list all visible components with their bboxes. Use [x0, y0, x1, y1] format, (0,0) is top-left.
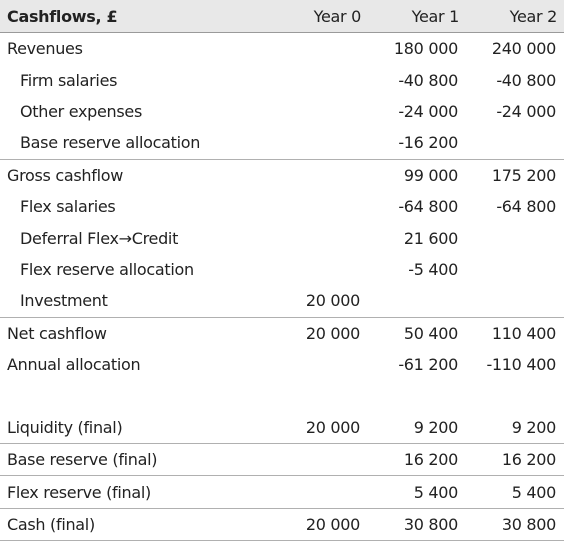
cell-year-2 — [466, 285, 564, 317]
row-label: Liquidity (final) — [7, 417, 123, 437]
row-label: Revenues — [7, 39, 83, 59]
cell-year-0 — [268, 475, 368, 509]
table-row-other-expenses: Other expenses -24 000 -24 000 — [0, 96, 564, 127]
column-header-year-2: Year 2 — [466, 0, 564, 33]
table-row-net-cashflow: Net cashflow 20 000 50 400 110 400 — [0, 316, 564, 349]
cell-year-1: 5 400 — [368, 475, 466, 509]
row-label: Deferral Flex→Credit — [20, 228, 179, 248]
table-row-revenues: Revenues 180 000 240 000 — [0, 33, 564, 65]
cell-year-1: 99 000 — [368, 158, 466, 191]
table-row-flex-reserve-final: Flex reserve (final) 5 400 5 400 — [0, 475, 564, 509]
table-row-base-reserve-final: Base reserve (final) 16 200 16 200 — [0, 443, 564, 476]
row-label: Net cashflow — [0, 316, 268, 349]
cell-year-2: 5 400 — [466, 475, 564, 509]
cell-year-2: 16 200 — [466, 443, 564, 476]
cell-year-0: 20 000 — [268, 316, 368, 349]
cell-year-1: -5 400 — [408, 259, 458, 279]
cell-year-1: -64 800 — [398, 197, 458, 217]
row-label: Other expenses — [20, 101, 143, 121]
row-label: Flex salaries — [20, 197, 116, 217]
row-label: Firm salaries — [20, 70, 118, 90]
table-title: Cashflows, £ — [0, 0, 268, 33]
cell-year-0 — [268, 380, 368, 411]
cell-year-1: 50 400 — [368, 316, 466, 349]
table-row-spacer — [0, 380, 564, 411]
table-row-investment: Investment 20 000 — [0, 285, 564, 317]
cell-year-2 — [466, 380, 564, 411]
table-row-flex-reserve-allocation: Flex reserve allocation -5 400 — [0, 254, 564, 285]
cell-year-2 — [466, 127, 564, 159]
cell-year-1: -40 800 — [398, 70, 458, 90]
cell-year-1: 180 000 — [393, 39, 458, 59]
row-label: Base reserve allocation — [20, 133, 201, 153]
table-row-annual-allocation: Annual allocation -61 200 -110 400 — [0, 349, 564, 380]
table-row-cash-final: Cash (final) 20 000 30 800 30 800 — [0, 507, 564, 541]
cell-year-2: -64 800 — [496, 197, 556, 217]
cell-year-2: 110 400 — [466, 316, 564, 349]
cell-year-2: 30 800 — [466, 507, 564, 541]
cell-year-0: 20 000 — [305, 417, 360, 437]
row-label: Cash (final) — [0, 507, 268, 541]
cell-year-2 — [466, 254, 564, 285]
row-label: Flex reserve allocation — [20, 259, 194, 279]
cell-year-1: 21 600 — [403, 228, 458, 248]
cell-year-0: 20 000 — [268, 507, 368, 541]
cell-year-0 — [268, 443, 368, 476]
cell-year-1 — [368, 380, 466, 411]
cell-year-0 — [268, 158, 368, 191]
cell-year-1: 9 200 — [413, 417, 459, 437]
cell-year-0 — [268, 349, 368, 380]
row-label: Annual allocation — [7, 355, 141, 375]
cell-year-2: 175 200 — [466, 158, 564, 191]
cell-year-0: 20 000 — [305, 291, 360, 311]
table-row-gross-cashflow: Gross cashflow 99 000 175 200 — [0, 158, 564, 191]
cell-year-0 — [268, 254, 368, 285]
row-label — [0, 380, 268, 411]
table-header-row: Cashflows, £ Year 0 Year 1 Year 2 — [0, 0, 564, 33]
column-header-year-0: Year 0 — [268, 0, 368, 33]
cell-year-2: -110 400 — [486, 355, 556, 375]
cell-year-2: -24 000 — [496, 101, 556, 121]
table-row-flex-salaries: Flex salaries -64 800 -64 800 — [0, 191, 564, 222]
cell-year-2: 9 200 — [511, 417, 557, 437]
table-row-base-reserve-allocation: Base reserve allocation -16 200 — [0, 127, 564, 159]
cell-year-0 — [268, 127, 368, 159]
cell-year-2 — [466, 222, 564, 253]
cell-year-0 — [268, 64, 368, 95]
cell-year-0 — [268, 33, 368, 65]
cell-year-1 — [368, 285, 466, 317]
cell-year-1: 30 800 — [368, 507, 466, 541]
cell-year-2: -40 800 — [496, 70, 556, 90]
cell-year-2: 240 000 — [491, 39, 556, 59]
column-header-year-1: Year 1 — [368, 0, 466, 33]
table-row-liquidity-final: Liquidity (final) 20 000 9 200 9 200 — [0, 412, 564, 444]
cell-year-0 — [268, 222, 368, 253]
table-row-deferral-flex-credit: Deferral Flex→Credit 21 600 — [0, 222, 564, 253]
row-label: Flex reserve (final) — [0, 475, 268, 509]
row-label: Base reserve (final) — [0, 443, 268, 476]
cell-year-1: -61 200 — [398, 355, 458, 375]
row-label: Gross cashflow — [0, 158, 268, 191]
cell-year-1: -24 000 — [398, 101, 458, 121]
cell-year-1: -16 200 — [398, 133, 458, 153]
row-label: Investment — [20, 291, 108, 311]
cell-year-0 — [268, 191, 368, 222]
table-row-firm-salaries: Firm salaries -40 800 -40 800 — [0, 64, 564, 95]
cell-year-1: 16 200 — [368, 443, 466, 476]
cell-year-0 — [268, 96, 368, 127]
